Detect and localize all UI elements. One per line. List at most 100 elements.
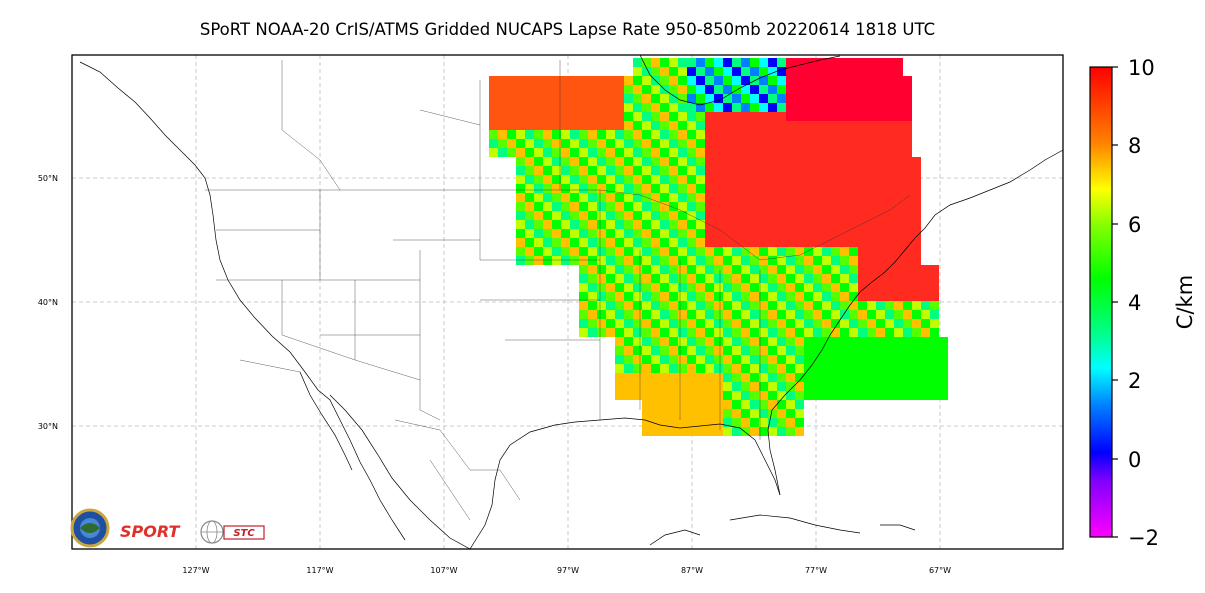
grid-cell <box>705 409 714 418</box>
grid-cell <box>534 121 543 130</box>
grid-cell <box>678 265 687 274</box>
grid-cell <box>831 112 840 121</box>
grid-cell <box>804 130 813 139</box>
grid-cell <box>795 274 804 283</box>
grid-cell <box>714 355 723 364</box>
grid-cell <box>525 112 534 121</box>
grid-cell <box>732 130 741 139</box>
grid-cell <box>885 373 894 382</box>
grid-cell <box>759 319 768 328</box>
grid-cell <box>822 184 831 193</box>
grid-cell <box>597 220 606 229</box>
grid-cell <box>885 184 894 193</box>
grid-cell <box>822 274 831 283</box>
grid-cell <box>507 94 516 103</box>
grid-cell <box>894 157 903 166</box>
grid-cell <box>813 139 822 148</box>
grid-cell <box>795 301 804 310</box>
grid-cell <box>678 346 687 355</box>
grid-cell <box>786 112 795 121</box>
grid-cell <box>858 373 867 382</box>
grid-cell <box>750 301 759 310</box>
grid-cell <box>885 301 894 310</box>
logo-area: SPORT STC <box>70 508 265 548</box>
grid-cell <box>561 238 570 247</box>
grid-cell <box>696 337 705 346</box>
grid-cell <box>714 103 723 112</box>
grid-cell <box>813 130 822 139</box>
grid-cell <box>561 229 570 238</box>
grid-cell <box>777 256 786 265</box>
grid-cell <box>867 58 876 67</box>
grid-cell <box>660 409 669 418</box>
grid-cell <box>822 166 831 175</box>
grid-cell <box>633 175 642 184</box>
grid-cell <box>651 211 660 220</box>
grid-cell <box>768 355 777 364</box>
grid-cell <box>777 157 786 166</box>
grid-cell <box>831 364 840 373</box>
grid-cell <box>732 400 741 409</box>
grid-cell <box>750 400 759 409</box>
grid-cell <box>804 103 813 112</box>
grid-cell <box>786 418 795 427</box>
grid-cell <box>768 319 777 328</box>
grid-cell <box>570 130 579 139</box>
grid-cell <box>687 94 696 103</box>
grid-cell <box>930 310 939 319</box>
grid-cell <box>903 85 912 94</box>
grid-cell <box>831 256 840 265</box>
grid-cell <box>588 94 597 103</box>
grid-cell <box>597 202 606 211</box>
grid-cell <box>777 292 786 301</box>
grid-cell <box>633 148 642 157</box>
grid-cell <box>768 328 777 337</box>
grid-cell <box>750 364 759 373</box>
grid-cell <box>678 67 687 76</box>
grid-cell <box>840 58 849 67</box>
grid-cell <box>579 130 588 139</box>
grid-cell <box>768 148 777 157</box>
grid-cell <box>912 229 921 238</box>
grid-cell <box>885 211 894 220</box>
grid-cell <box>633 373 642 382</box>
grid-cell <box>633 292 642 301</box>
grid-cell <box>876 76 885 85</box>
grid-cell <box>822 319 831 328</box>
grid-cell <box>930 301 939 310</box>
grid-cell <box>750 265 759 274</box>
grid-cell <box>840 229 849 238</box>
grid-cell <box>804 184 813 193</box>
grid-cell <box>858 238 867 247</box>
grid-cell <box>570 103 579 112</box>
grid-cell <box>615 229 624 238</box>
grid-cell <box>885 346 894 355</box>
grid-cell <box>633 103 642 112</box>
grid-cell <box>912 373 921 382</box>
grid-cell <box>705 58 714 67</box>
grid-cell <box>534 85 543 94</box>
grid-cell <box>705 148 714 157</box>
grid-cell <box>777 94 786 103</box>
grid-cell <box>516 202 525 211</box>
grid-cell <box>876 121 885 130</box>
grid-cell <box>669 337 678 346</box>
grid-cell <box>777 229 786 238</box>
grid-cell <box>660 382 669 391</box>
grid-cell <box>903 247 912 256</box>
grid-cell <box>615 265 624 274</box>
grid-cell <box>651 238 660 247</box>
grid-cell <box>723 58 732 67</box>
grid-cell <box>534 256 543 265</box>
grid-cell <box>786 238 795 247</box>
grid-cell <box>750 148 759 157</box>
grid-cell <box>696 319 705 328</box>
grid-cell <box>561 175 570 184</box>
grid-cell <box>669 265 678 274</box>
grid-cell <box>705 211 714 220</box>
grid-cell <box>579 139 588 148</box>
grid-cell <box>804 112 813 121</box>
grid-cell <box>804 301 813 310</box>
grid-cell <box>597 265 606 274</box>
grid-cell <box>588 292 597 301</box>
